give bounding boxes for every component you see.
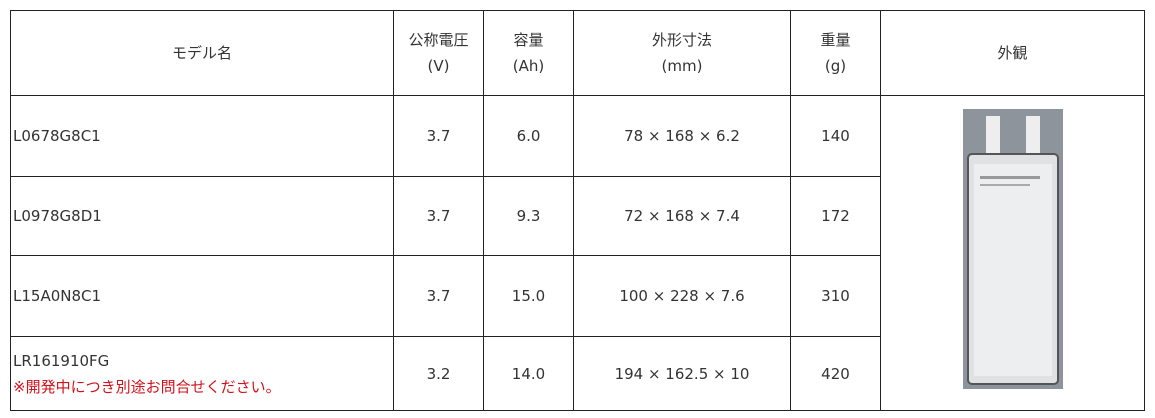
note: ※開発中につき別途お問合せください。 xyxy=(13,377,281,396)
model-cell: L0678G8C1 xyxy=(10,95,394,177)
model-cell: L15A0N8C1 xyxy=(10,255,394,337)
weight-cell: 420 xyxy=(790,336,881,411)
model-name: L0978G8D1 xyxy=(13,207,102,225)
header-text: 重量 xyxy=(820,31,851,49)
dimensions-cell: 78 × 168 × 6.2 xyxy=(573,95,791,177)
header-text: 外形寸法 xyxy=(651,31,712,49)
header-text: モデル名 xyxy=(171,44,232,62)
weight-cell: 172 xyxy=(790,176,881,256)
dimensions-cell: 72 × 168 × 7.4 xyxy=(573,176,791,256)
voltage-cell: 3.7 xyxy=(393,255,484,337)
header-cell: 公称電圧 (V) xyxy=(393,10,484,96)
header-text: (g) xyxy=(824,57,847,75)
voltage-cell: 3.7 xyxy=(393,176,484,256)
header-text: 容量 xyxy=(513,31,544,49)
spec-table: モデル名 公称電圧 (V) 容量 (Ah) 外形寸法 (mm) 重量 (g) 外観 L0678G8… xyxy=(10,10,1145,411)
capacity-cell: 6.0 xyxy=(483,95,574,177)
model-cell: LR161910FG ※開発中につき別途お問合せください。 xyxy=(10,336,394,411)
model-name: LR161910FG xyxy=(13,351,110,370)
capacity-cell: 9.3 xyxy=(483,176,574,256)
model-name: L15A0N8C1 xyxy=(13,287,102,305)
header-text: 外観 xyxy=(997,44,1028,62)
data-row: L15A0N8C1 3.7 15.0 100 × 228 × 7.6 310 xyxy=(10,255,1145,337)
capacity-cell: 14.0 xyxy=(483,336,574,411)
dimensions-cell: 100 × 228 × 7.6 xyxy=(573,255,791,337)
data-row: L0678G8C1 3.7 6.0 78 × 168 × 6.2 140 xyxy=(10,95,1145,411)
header-text: (mm) xyxy=(661,57,703,75)
data-row: L0978G8D1 3.7 9.3 72 × 168 × 7.4 172 xyxy=(10,176,1145,256)
dimensions-cell: 194 × 162.5 × 10 xyxy=(573,336,791,411)
header-cell: 外観 xyxy=(880,10,1145,96)
header-cell: 容量 (Ah) xyxy=(483,10,574,96)
header-text: (V) xyxy=(427,57,450,75)
model-cell: L0978G8D1 xyxy=(10,176,394,256)
image-cell xyxy=(880,95,1145,411)
voltage-cell: 3.7 xyxy=(393,95,484,177)
weight-cell: 140 xyxy=(790,95,881,177)
battery-photo xyxy=(962,109,1063,389)
header-row: モデル名 公称電圧 (V) 容量 (Ah) 外形寸法 (mm) 重量 (g) 外観 xyxy=(10,10,1145,96)
weight-cell: 310 xyxy=(790,255,881,337)
header-text: (Ah) xyxy=(512,57,545,75)
capacity-cell: 15.0 xyxy=(483,255,574,337)
data-row: LR161910FG ※開発中につき別途お問合せください。 3.2 14.0 194 ×… xyxy=(10,336,1145,411)
header-cell: 重量 (g) xyxy=(790,10,881,96)
header-text: 公称電圧 xyxy=(408,31,469,49)
voltage-cell: 3.2 xyxy=(393,336,484,411)
header-cell: 外形寸法 (mm) xyxy=(573,10,791,96)
header-cell: モデル名 xyxy=(10,10,394,96)
model-name: L0678G8C1 xyxy=(13,127,101,145)
